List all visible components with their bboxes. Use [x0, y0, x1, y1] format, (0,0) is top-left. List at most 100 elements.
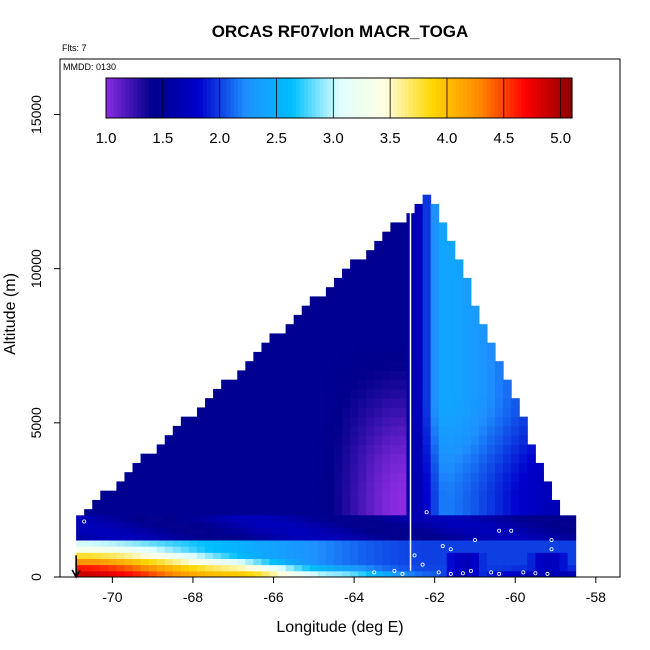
- heatmap-cell: [317, 333, 327, 344]
- heatmap-cell: [366, 499, 375, 510]
- colorbar-segment: [296, 78, 301, 118]
- heatmap-cell: [253, 499, 262, 510]
- heatmap-cell: [180, 558, 190, 566]
- heatmap-cell: [325, 296, 335, 307]
- heatmap-cell: [285, 416, 295, 427]
- heatmap-cell: [446, 259, 456, 270]
- heatmap-cell: [92, 527, 101, 535]
- heatmap-cell: [470, 425, 480, 436]
- heatmap-cell: [438, 305, 448, 316]
- colorbar-segment: [234, 78, 239, 118]
- heatmap-cell: [277, 435, 287, 445]
- colorbar-segment: [393, 78, 398, 118]
- heatmap-cell: [366, 570, 375, 578]
- heatmap-cell: [559, 533, 569, 541]
- heatmap-cell: [229, 462, 238, 473]
- heatmap-cell: [124, 481, 134, 492]
- heatmap-cell: [261, 509, 270, 519]
- heatmap-cell: [462, 361, 472, 371]
- heatmap-cell: [454, 509, 464, 519]
- heatmap-cell: [487, 361, 496, 371]
- heatmap-cell: [503, 453, 512, 464]
- heatmap-cell: [221, 388, 230, 399]
- heatmap-cell: [188, 515, 198, 522]
- heatmap-cell: [293, 499, 303, 510]
- heatmap-cell: [180, 499, 190, 510]
- sample-points: [82, 510, 586, 576]
- heatmap-cell: [422, 416, 432, 427]
- colorbar-segment: [463, 78, 468, 118]
- heatmap-cell: [366, 388, 375, 399]
- heatmap-cell: [535, 552, 544, 559]
- heatmap-cell: [293, 435, 303, 445]
- heatmap-cell: [293, 342, 303, 353]
- heatmap-cell: [164, 558, 174, 566]
- heatmap-cell: [196, 509, 206, 519]
- heatmap-cell: [285, 490, 295, 501]
- heatmap-cell: [519, 472, 528, 482]
- heatmap-cell: [382, 305, 391, 316]
- heatmap-cell: [535, 527, 544, 535]
- heatmap-cell: [333, 361, 343, 371]
- heatmap-cell: [519, 425, 528, 436]
- heatmap-cell: [245, 435, 254, 445]
- heatmap-cell: [108, 564, 117, 572]
- x-tick-label: -68: [183, 589, 203, 605]
- heatmap-cell: [333, 533, 343, 541]
- heatmap-cell: [390, 462, 399, 473]
- heatmap-cell: [148, 509, 158, 519]
- heatmap-cell: [229, 398, 238, 408]
- heatmap-cell: [446, 490, 456, 501]
- heatmap-cell: [261, 435, 270, 445]
- heatmap-cell: [390, 240, 399, 251]
- heatmap-cell: [454, 453, 464, 464]
- colorbar-segment: [272, 78, 278, 118]
- heatmap-cell: [196, 453, 206, 464]
- heatmap-cell: [390, 379, 399, 390]
- heatmap-cell: [487, 472, 496, 482]
- heatmap-cell: [454, 314, 464, 325]
- colorbar-segment: [245, 78, 251, 118]
- colorbar-segment: [358, 78, 363, 118]
- heatmap-cell: [205, 416, 214, 427]
- colorbar-segment: [257, 78, 262, 118]
- heatmap-cell: [422, 515, 432, 522]
- heatmap-cell: [511, 533, 520, 541]
- heatmap-cell: [503, 425, 512, 436]
- heatmap-cell: [350, 481, 359, 492]
- heatmap-cell: [382, 435, 391, 445]
- heatmap-cell: [422, 194, 432, 205]
- heatmap-cell: [438, 472, 448, 482]
- heatmap-cell: [358, 287, 367, 297]
- heatmap-cell: [261, 558, 270, 566]
- heatmap-cell: [277, 425, 287, 436]
- heatmap-cell: [221, 509, 230, 519]
- heatmap-cell: [438, 361, 448, 371]
- heatmap-cell: [293, 425, 303, 436]
- heatmap-cell: [301, 546, 311, 553]
- heatmap-cell: [503, 481, 512, 492]
- heatmap-cell: [269, 490, 279, 501]
- heatmap-cell: [446, 558, 456, 566]
- heatmap-cell: [390, 509, 399, 519]
- heatmap-cell: [551, 546, 561, 553]
- heatmap-cell: [229, 570, 238, 578]
- heatmap-cell: [414, 287, 424, 297]
- heatmap-cell: [414, 370, 424, 381]
- heatmap-cell: [398, 305, 407, 316]
- heatmap-cell: [172, 490, 182, 501]
- heatmap-cell: [430, 533, 440, 541]
- x-tick-label: -70: [102, 589, 122, 605]
- heatmap-cell: [317, 416, 327, 427]
- heatmap-cell: [333, 435, 343, 445]
- heatmap-cell: [188, 490, 198, 501]
- heatmap-cell: [398, 521, 407, 529]
- heatmap-cell: [430, 472, 440, 482]
- heatmap-cell: [269, 444, 279, 455]
- heatmap-cell: [559, 546, 569, 553]
- heatmap-cell: [140, 472, 150, 482]
- heatmap-cell: [374, 361, 383, 371]
- heatmap-cell: [382, 259, 391, 270]
- colorbar-segment: [276, 78, 282, 118]
- heatmap-cell: [301, 499, 311, 510]
